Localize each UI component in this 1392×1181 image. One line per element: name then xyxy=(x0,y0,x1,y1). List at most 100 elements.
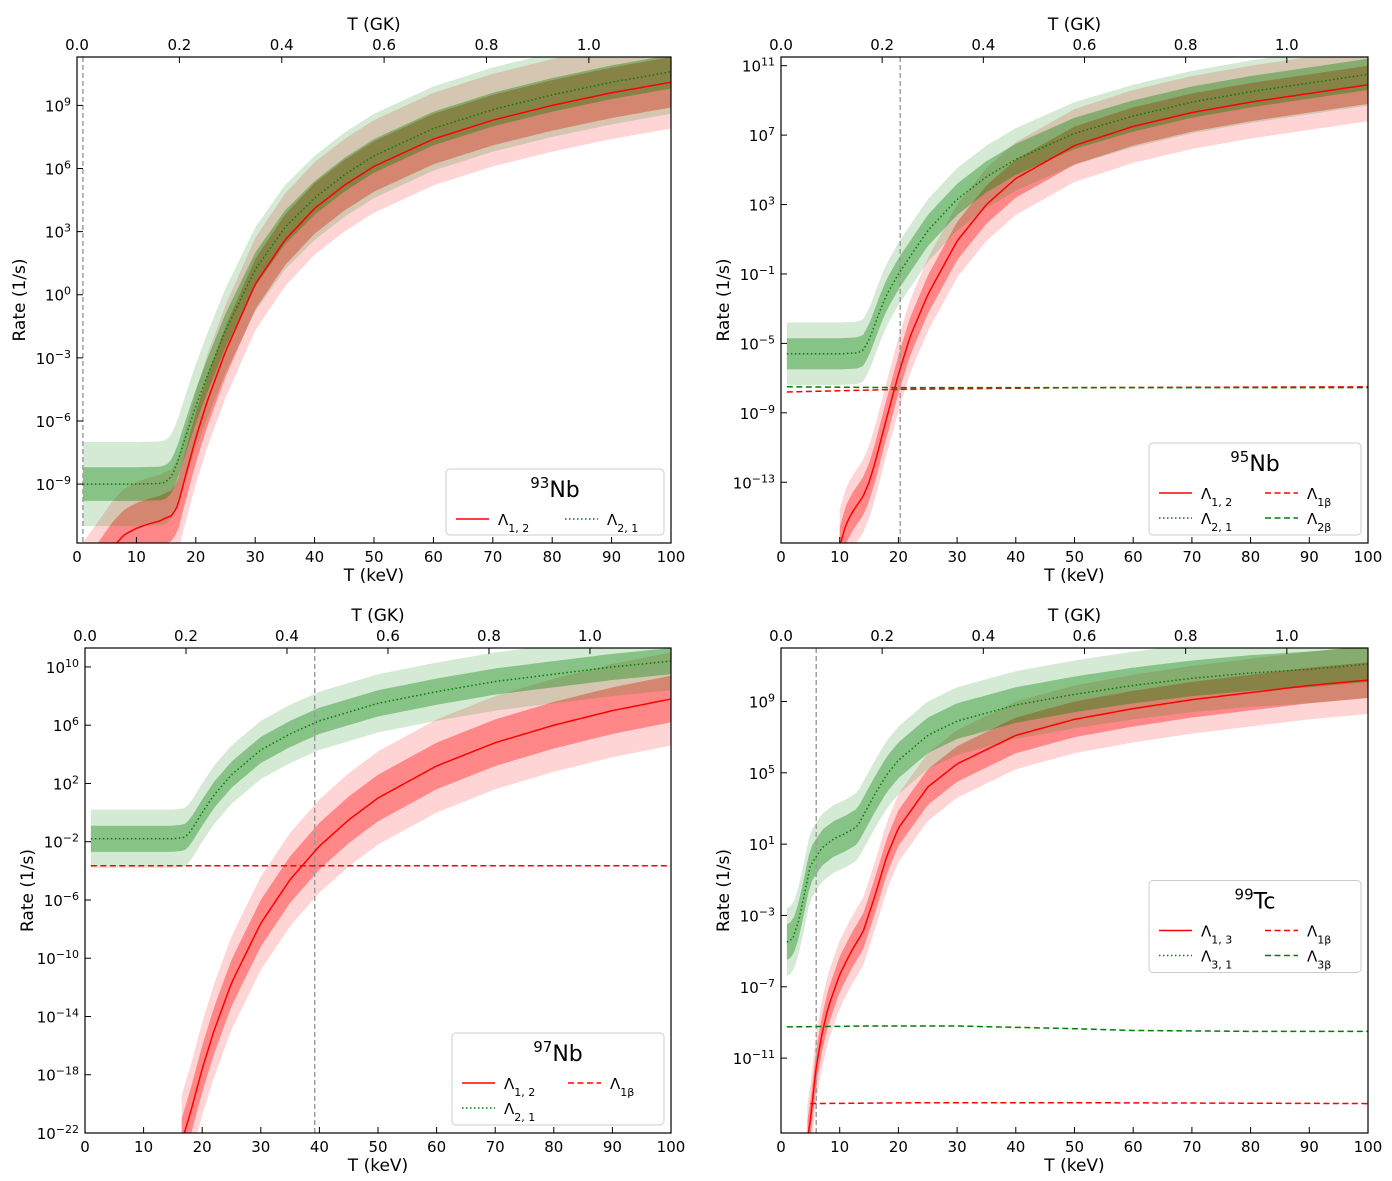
x-tick-label: 20 xyxy=(186,548,205,566)
x-tick-label: 70 xyxy=(1182,548,1201,566)
legend-label-3: Λ3β xyxy=(1307,948,1331,972)
legend-title: 95Nb xyxy=(1230,448,1280,477)
series-line-1 xyxy=(786,663,1368,943)
y-tick-label: 10−14 xyxy=(37,1006,79,1026)
series-line-0 xyxy=(839,84,1368,543)
legend-label-1: Λ3, 1 xyxy=(1201,948,1232,972)
x-tick-label: 0 xyxy=(776,548,786,566)
x-tick-label: 100 xyxy=(657,1138,686,1156)
x2-tick-label: 0.0 xyxy=(769,627,793,645)
x2-tick-label: 0.2 xyxy=(870,627,894,645)
legend-box xyxy=(451,1032,665,1126)
x-tick-label: 30 xyxy=(246,548,265,566)
x2-tick-label: 0.4 xyxy=(270,36,294,54)
x2-tick-label: 1.0 xyxy=(1275,627,1299,645)
x-tick-label: 70 xyxy=(486,1138,505,1156)
x2-tick-label: 0.2 xyxy=(167,36,191,54)
legend-box xyxy=(1148,442,1362,536)
y-tick-label: 103 xyxy=(749,194,775,215)
band-outer-series-0 xyxy=(181,652,671,1133)
y-tick-label: 10−6 xyxy=(36,410,71,431)
series-line-0 xyxy=(807,679,1368,1133)
band-outer-series-1 xyxy=(786,648,1368,977)
x-tick-label: 10 xyxy=(134,1138,153,1156)
x-tick-label: 10 xyxy=(830,1138,849,1156)
x2-tick-label: 1.0 xyxy=(577,36,601,54)
x-tick-label: 70 xyxy=(1182,1138,1201,1156)
series-line-3 xyxy=(786,1025,1368,1033)
band-inner-series-1 xyxy=(82,57,671,501)
legend-box xyxy=(445,468,665,536)
x2-tick-label: 0.6 xyxy=(372,36,396,54)
x-tick-label: 80 xyxy=(1241,548,1260,566)
legend-title: 99Tc xyxy=(1235,886,1276,915)
x-axis-label: T (keV) xyxy=(1043,566,1104,586)
y-tick-label: 10−2 xyxy=(44,831,79,852)
x2-tick-label: 0.8 xyxy=(475,36,499,54)
legend-label-0: Λ1, 3 xyxy=(1201,923,1232,947)
y-tick-label: 109 xyxy=(45,95,71,116)
x-tick-label: 90 xyxy=(603,1138,622,1156)
series-line-0 xyxy=(183,698,671,1133)
plot-area-2 xyxy=(90,648,671,1133)
x-tick-label: 90 xyxy=(602,548,621,566)
x-tick-label: 60 xyxy=(1124,548,1143,566)
y-tick-label: 10−9 xyxy=(740,402,775,423)
y-tick-label: 10−10 xyxy=(37,948,79,969)
x-tick-label: 60 xyxy=(424,548,443,566)
legend-title: 93Nb xyxy=(530,474,580,503)
band-inner-series-1 xyxy=(90,648,671,852)
x-tick-label: 40 xyxy=(1006,1138,1025,1156)
x2-axis-label: T (GK) xyxy=(350,606,404,626)
y-tick-label: 10−13 xyxy=(733,472,775,493)
y-tick-label: 1010 xyxy=(46,656,79,677)
plot-area-3 xyxy=(786,648,1368,1133)
series-line-1 xyxy=(90,660,671,840)
legend-label-1: Λ2, 1 xyxy=(1201,510,1232,534)
x2-tick-label: 0.4 xyxy=(971,36,995,54)
legend-label-3: Λ2β xyxy=(1307,510,1331,534)
x-tick-label: 80 xyxy=(544,1138,563,1156)
y-axis-label: Rate (1/s) xyxy=(714,258,734,341)
x-tick-label: 60 xyxy=(1124,1138,1143,1156)
legend: 97Nb Λ1, 2Λ2, 1 Λ1β xyxy=(451,1032,665,1126)
x2-axis-label: T (GK) xyxy=(346,15,400,35)
x2-tick-label: 0.0 xyxy=(73,627,97,645)
x-tick-label: 50 xyxy=(1065,548,1084,566)
x2-tick-label: 0.6 xyxy=(1073,36,1097,54)
legend-title: 97Nb xyxy=(533,1038,583,1067)
legend-label-2: Λ1β xyxy=(1307,923,1331,947)
legend-box xyxy=(1148,880,1362,973)
x-axis-label: T (keV) xyxy=(1043,1156,1104,1176)
y-tick-label: 106 xyxy=(53,715,79,736)
legend-label-1: Λ2, 1 xyxy=(504,1100,535,1124)
series-line-0 xyxy=(115,81,671,543)
x-tick-label: 20 xyxy=(889,548,908,566)
band-outer-series-1 xyxy=(82,57,671,527)
y-tick-label: 10−7 xyxy=(740,976,775,997)
band-inner-series-1 xyxy=(786,648,1368,961)
x-tick-label: 10 xyxy=(830,548,849,566)
x-tick-label: 10 xyxy=(127,548,146,566)
y-tick-label: 102 xyxy=(53,773,79,794)
y-tick-label: 1011 xyxy=(742,55,775,76)
series-line-1 xyxy=(786,73,1368,355)
x2-axis-label: T (GK) xyxy=(1047,606,1101,626)
x2-tick-label: 0.6 xyxy=(1073,627,1097,645)
x-tick-label: 100 xyxy=(657,548,686,566)
legend-label-2: Λ1β xyxy=(610,1075,634,1099)
y-tick-label: 10−3 xyxy=(740,905,775,926)
legend-label-1: Λ2, 1 xyxy=(607,511,638,535)
x-tick-label: 30 xyxy=(948,1138,967,1156)
x-tick-label: 30 xyxy=(251,1138,270,1156)
x2-tick-label: 1.0 xyxy=(1275,36,1299,54)
x-axis-label: T (keV) xyxy=(347,1156,408,1176)
x-tick-label: 80 xyxy=(1241,1138,1260,1156)
legend-label-0: Λ1, 2 xyxy=(498,511,529,535)
y-axis-label: Rate (1/s) xyxy=(714,849,734,932)
series-line-2 xyxy=(810,1101,1368,1105)
x-axis-label: T (keV) xyxy=(343,566,404,586)
